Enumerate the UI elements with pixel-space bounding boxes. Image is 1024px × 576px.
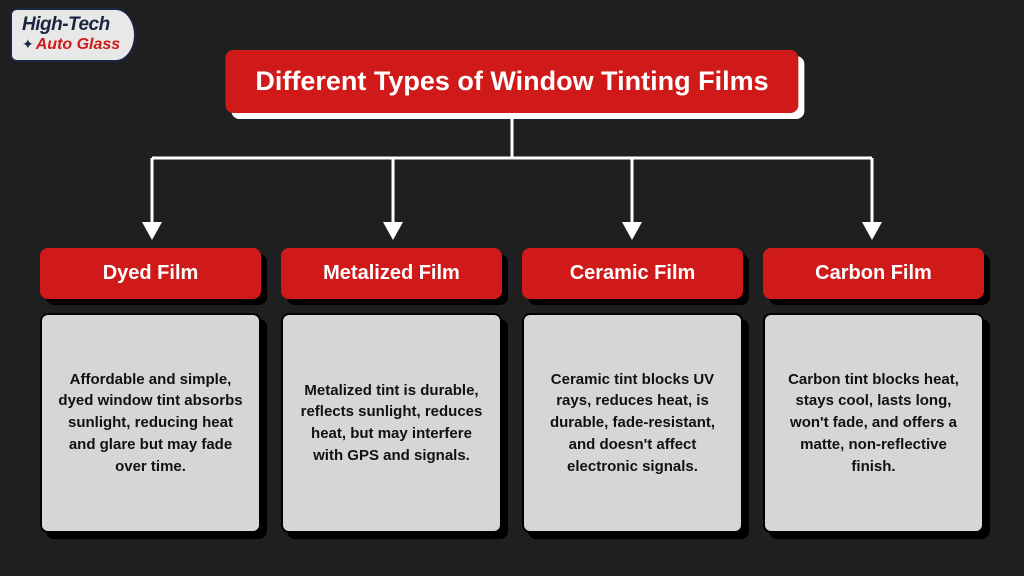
label-wrap: Metalized Film xyxy=(281,248,502,299)
column-label: Carbon Film xyxy=(763,248,984,299)
page-title: Different Types of Window Tinting Films xyxy=(225,50,798,113)
column-carbon: Carbon Film Carbon tint blocks heat, sta… xyxy=(763,248,984,556)
column-desc: Affordable and simple, dyed window tint … xyxy=(40,313,261,533)
column-dyed: Dyed Film Affordable and simple, dyed wi… xyxy=(40,248,261,556)
star-icon: ✦ xyxy=(22,36,34,52)
logo: High-Tech ✦Auto Glass xyxy=(10,8,180,68)
logo-badge: High-Tech ✦Auto Glass xyxy=(10,8,136,62)
desc-wrap: Metalized tint is durable, reflects sunl… xyxy=(281,313,502,533)
column-desc: Carbon tint blocks heat, stays cool, las… xyxy=(763,313,984,533)
column-label: Dyed Film xyxy=(40,248,261,299)
logo-line1: High-Tech xyxy=(22,14,120,36)
label-wrap: Dyed Film xyxy=(40,248,261,299)
column-label: Ceramic Film xyxy=(522,248,743,299)
column-ceramic: Ceramic Film Ceramic tint blocks UV rays… xyxy=(522,248,743,556)
column-label: Metalized Film xyxy=(281,248,502,299)
column-desc: Ceramic tint blocks UV rays, reduces hea… xyxy=(522,313,743,533)
desc-wrap: Ceramic tint blocks UV rays, reduces hea… xyxy=(522,313,743,533)
logo-line2-row: ✦Auto Glass xyxy=(22,36,120,54)
columns-container: Dyed Film Affordable and simple, dyed wi… xyxy=(40,248,984,556)
logo-line2: Auto Glass xyxy=(36,36,120,53)
label-wrap: Carbon Film xyxy=(763,248,984,299)
label-wrap: Ceramic Film xyxy=(522,248,743,299)
column-desc: Metalized tint is durable, reflects sunl… xyxy=(281,313,502,533)
desc-wrap: Carbon tint blocks heat, stays cool, las… xyxy=(763,313,984,533)
connector-lines xyxy=(0,118,1024,248)
column-metalized: Metalized Film Metalized tint is durable… xyxy=(281,248,502,556)
title-container: Different Types of Window Tinting Films xyxy=(225,50,798,113)
desc-wrap: Affordable and simple, dyed window tint … xyxy=(40,313,261,533)
